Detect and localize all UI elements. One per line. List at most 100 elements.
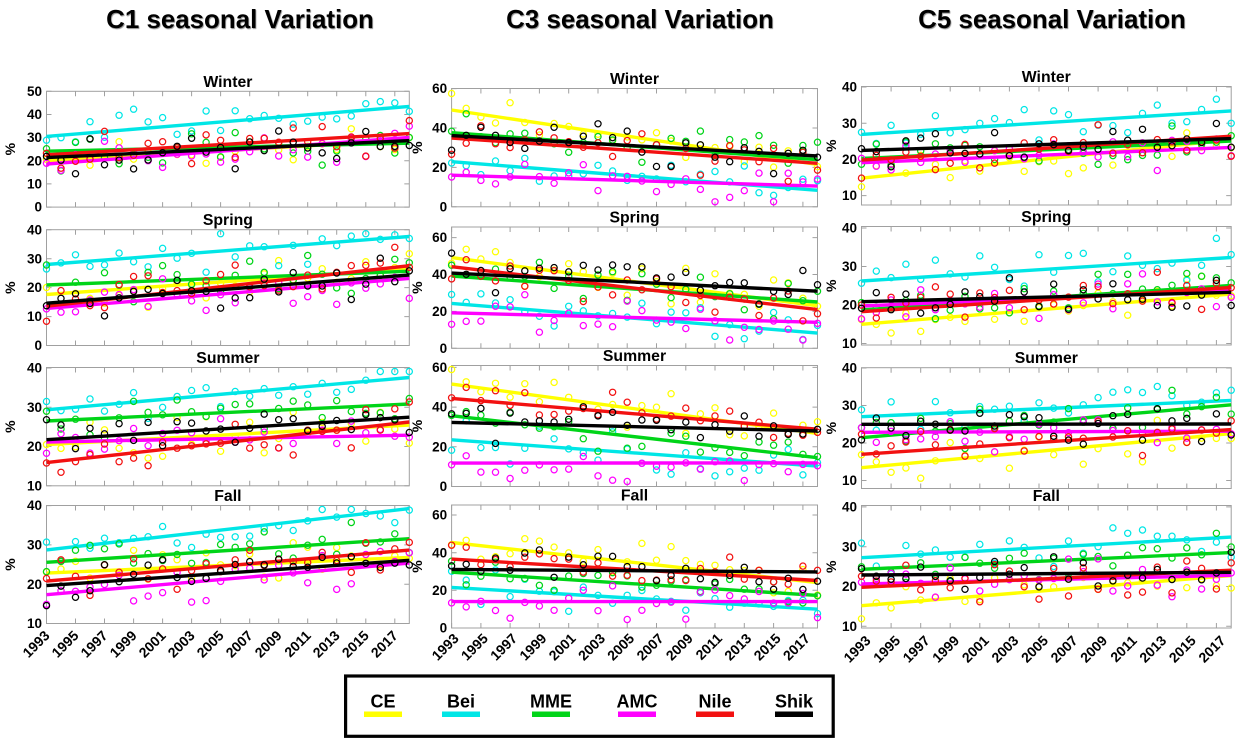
svg-text:30: 30 bbox=[27, 130, 42, 145]
svg-text:20: 20 bbox=[842, 436, 857, 451]
svg-text:MME: MME bbox=[530, 691, 572, 711]
svg-text:0: 0 bbox=[440, 199, 448, 214]
svg-text:30: 30 bbox=[842, 398, 857, 413]
svg-text:2007: 2007 bbox=[1047, 632, 1080, 665]
svg-text:30: 30 bbox=[27, 538, 42, 553]
svg-text:Shik: Shik bbox=[775, 691, 814, 711]
svg-text:0: 0 bbox=[34, 200, 42, 215]
svg-text:60: 60 bbox=[432, 81, 447, 96]
svg-text:10: 10 bbox=[842, 188, 857, 203]
svg-text:%: % bbox=[2, 142, 18, 155]
svg-text:2001: 2001 bbox=[959, 632, 992, 665]
svg-text:C5 seasonal Variation: C5 seasonal Variation bbox=[918, 6, 1186, 34]
svg-text:30: 30 bbox=[27, 400, 42, 415]
svg-text:20: 20 bbox=[432, 583, 447, 598]
svg-text:Winter: Winter bbox=[1022, 69, 1071, 86]
svg-text:30: 30 bbox=[27, 251, 42, 266]
svg-text:2003: 2003 bbox=[988, 632, 1021, 665]
svg-text:2007: 2007 bbox=[222, 627, 255, 660]
svg-text:%: % bbox=[823, 279, 839, 292]
svg-text:%: % bbox=[409, 419, 425, 432]
svg-text:Spring: Spring bbox=[203, 212, 253, 229]
svg-text:2011: 2011 bbox=[1107, 632, 1140, 665]
svg-text:%: % bbox=[409, 141, 425, 154]
svg-text:1995: 1995 bbox=[48, 627, 81, 660]
svg-text:0: 0 bbox=[34, 338, 42, 353]
svg-text:10: 10 bbox=[842, 473, 857, 488]
svg-text:40: 40 bbox=[27, 361, 42, 376]
svg-text:CE: CE bbox=[370, 691, 395, 711]
svg-text:Summer: Summer bbox=[603, 348, 666, 365]
svg-text:%: % bbox=[2, 281, 18, 294]
svg-text:40: 40 bbox=[842, 361, 857, 376]
svg-text:2005: 2005 bbox=[1018, 632, 1051, 665]
svg-text:60: 60 bbox=[432, 360, 447, 375]
svg-text:20: 20 bbox=[27, 577, 42, 592]
svg-text:Nile: Nile bbox=[698, 691, 731, 711]
svg-text:50: 50 bbox=[27, 84, 42, 99]
svg-text:30: 30 bbox=[842, 539, 857, 554]
svg-text:Bei: Bei bbox=[447, 691, 475, 711]
svg-text:10: 10 bbox=[842, 619, 857, 634]
svg-text:40: 40 bbox=[27, 498, 42, 513]
svg-text:20: 20 bbox=[842, 579, 857, 594]
svg-text:10: 10 bbox=[27, 616, 42, 631]
svg-text:2003: 2003 bbox=[575, 630, 608, 663]
svg-text:2015: 2015 bbox=[750, 630, 783, 663]
svg-text:1995: 1995 bbox=[458, 630, 491, 663]
svg-text:2011: 2011 bbox=[692, 630, 725, 663]
svg-text:AMC: AMC bbox=[617, 691, 658, 711]
svg-text:2013: 2013 bbox=[309, 627, 342, 660]
svg-text:2009: 2009 bbox=[1077, 632, 1110, 665]
svg-text:1999: 1999 bbox=[516, 630, 549, 663]
svg-text:10: 10 bbox=[27, 478, 42, 493]
svg-text:1997: 1997 bbox=[899, 632, 932, 665]
svg-text:%: % bbox=[823, 139, 839, 152]
svg-text:2001: 2001 bbox=[135, 627, 168, 660]
svg-text:10: 10 bbox=[27, 177, 42, 192]
svg-text:40: 40 bbox=[432, 545, 447, 560]
svg-text:2005: 2005 bbox=[604, 630, 637, 663]
svg-text:20: 20 bbox=[842, 298, 857, 313]
svg-text:2007: 2007 bbox=[633, 630, 666, 663]
svg-text:1999: 1999 bbox=[929, 632, 962, 665]
svg-text:2011: 2011 bbox=[281, 627, 314, 660]
svg-text:2005: 2005 bbox=[193, 627, 226, 660]
svg-text:60: 60 bbox=[432, 508, 447, 523]
svg-text:20: 20 bbox=[27, 439, 42, 454]
svg-text:2001: 2001 bbox=[545, 630, 578, 663]
svg-text:2015: 2015 bbox=[339, 627, 372, 660]
svg-text:1995: 1995 bbox=[870, 632, 903, 665]
svg-text:1997: 1997 bbox=[77, 627, 110, 660]
svg-text:%: % bbox=[2, 420, 18, 433]
svg-text:40: 40 bbox=[432, 267, 447, 282]
svg-text:40: 40 bbox=[432, 121, 447, 136]
svg-text:0: 0 bbox=[440, 341, 448, 356]
svg-text:20: 20 bbox=[27, 153, 42, 168]
svg-text:1999: 1999 bbox=[106, 627, 139, 660]
svg-text:40: 40 bbox=[842, 80, 857, 95]
svg-text:40: 40 bbox=[432, 400, 447, 415]
svg-text:%: % bbox=[409, 560, 425, 573]
svg-text:20: 20 bbox=[432, 160, 447, 175]
svg-text:2017: 2017 bbox=[368, 627, 401, 660]
svg-text:30: 30 bbox=[842, 116, 857, 131]
svg-text:Summer: Summer bbox=[1015, 350, 1078, 367]
svg-text:40: 40 bbox=[27, 222, 42, 237]
svg-text:10: 10 bbox=[842, 336, 857, 351]
svg-text:%: % bbox=[2, 558, 18, 571]
svg-text:1993: 1993 bbox=[19, 627, 52, 660]
svg-text:Spring: Spring bbox=[609, 210, 659, 227]
svg-text:30: 30 bbox=[842, 259, 857, 274]
svg-text:60: 60 bbox=[432, 230, 447, 245]
svg-text:40: 40 bbox=[842, 221, 857, 236]
svg-text:2013: 2013 bbox=[721, 630, 754, 663]
svg-text:Fall: Fall bbox=[1033, 488, 1060, 505]
svg-text:2003: 2003 bbox=[164, 627, 197, 660]
svg-text:1997: 1997 bbox=[487, 630, 520, 663]
svg-text:40: 40 bbox=[27, 107, 42, 122]
svg-text:20: 20 bbox=[432, 304, 447, 319]
svg-text:0: 0 bbox=[440, 479, 448, 494]
svg-text:Fall: Fall bbox=[214, 488, 241, 505]
svg-text:1993: 1993 bbox=[840, 632, 873, 665]
